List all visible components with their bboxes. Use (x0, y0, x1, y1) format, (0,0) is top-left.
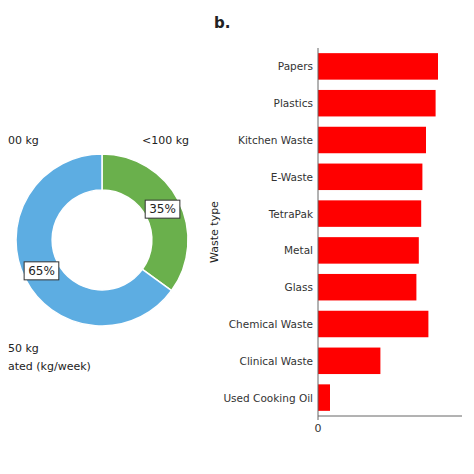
x-axis-line (318, 416, 462, 417)
slice-label: 65% (24, 262, 59, 280)
category-label: Plastics (274, 97, 313, 109)
donut (16, 154, 188, 326)
bar (318, 53, 438, 79)
bar (318, 274, 416, 300)
category-label: TetraPak (268, 208, 314, 220)
slice-label: 35% (145, 200, 180, 218)
category-label: Glass (285, 281, 313, 293)
chart-root: 35% 65% <100 kg 00 kg 50 kg ated (kg/week) b. P… (0, 0, 474, 474)
bar (318, 90, 436, 116)
category-label: Chemical Waste (229, 318, 313, 330)
category-label: Clinical Waste (240, 355, 313, 367)
y-axis-label: Waste type (208, 201, 221, 263)
x-tick-label: 0 (315, 422, 322, 435)
bar (318, 127, 426, 153)
annotation: ated (kg/week) (8, 360, 91, 373)
x-tick (318, 416, 319, 420)
label-box (24, 262, 59, 280)
bar (318, 164, 422, 190)
bars (318, 53, 438, 411)
data-label: 35% (149, 202, 176, 216)
category-label: Kitchen Waste (238, 134, 313, 146)
bar (318, 237, 419, 263)
annotation: 00 kg (8, 134, 39, 147)
annotation: 50 kg (8, 342, 39, 355)
category-label: Metal (284, 244, 313, 256)
donut-slice (16, 154, 172, 326)
y-axis-line (318, 48, 319, 416)
donut-slice (102, 154, 188, 291)
subtitle: b. (214, 14, 230, 32)
data-label: 65% (28, 264, 55, 278)
bar (318, 384, 330, 410)
category-label: Papers (278, 60, 313, 72)
bar (318, 200, 421, 226)
label-box (145, 200, 180, 218)
bar (318, 348, 380, 374)
category-label: E-Waste (271, 171, 313, 183)
category-label: Used Cooking Oil (223, 392, 313, 404)
bar (318, 311, 428, 337)
annotation: <100 kg (142, 134, 189, 147)
